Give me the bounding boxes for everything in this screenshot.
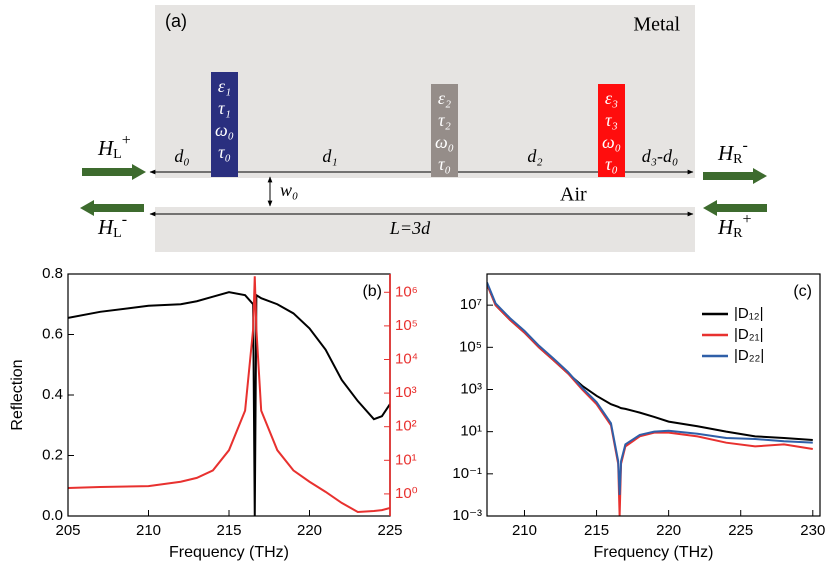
y-tick-label: 0.2 <box>42 446 63 463</box>
series-line <box>68 291 390 516</box>
arrow <box>80 200 144 216</box>
port-sub: R <box>733 152 743 167</box>
chart: 210 215 220 225 230 10⁻³ 10⁻¹ 10¹ 10³ 10⁵ 10⁷ (c) Fr… <box>452 273 825 561</box>
port-label: HL- <box>97 211 127 242</box>
resonator <box>211 72 238 177</box>
chart: 205 210 215 220 225 0.0 0.2 0.4 0.6 0.8 10⁰ 10¹ 10² 1… <box>9 265 418 561</box>
resonator-label: ε₃ <box>605 88 618 108</box>
y-tick-label: 0.4 <box>42 386 63 403</box>
series-line <box>487 282 813 495</box>
resonator <box>598 84 625 177</box>
x-tick-label: 220 <box>656 522 681 539</box>
port-sup: + <box>743 211 752 228</box>
resonator-label: τ₂ <box>438 110 451 130</box>
y-tick-label: 10³ <box>460 380 482 397</box>
distance-label: d₀ <box>174 146 189 166</box>
y-tick-label: 10⁻³ <box>452 507 482 524</box>
port-sup: + <box>122 132 131 149</box>
port-base: H <box>717 215 735 239</box>
y2-tick-label: 10⁴ <box>395 350 418 367</box>
y2-tick-label: 10⁵ <box>395 317 418 334</box>
y2-tick-label: 10⁰ <box>395 485 418 502</box>
x-tick-label: 205 <box>55 522 80 539</box>
air-label: Air <box>560 184 587 206</box>
arrow <box>703 200 767 216</box>
resonator-label: τ₁ <box>218 98 231 118</box>
resonator-label: τ₃ <box>605 110 618 130</box>
port-label: HR- <box>717 137 748 168</box>
panel-label: (b) <box>362 283 382 300</box>
x-tick-label: 210 <box>136 522 161 539</box>
x-axis-label: Frequency (THz) <box>169 544 289 561</box>
x-axis-label: Frequency (THz) <box>593 544 713 561</box>
port-sub: L <box>113 226 122 241</box>
port-base: H <box>97 215 115 239</box>
y-tick-label: 10¹ <box>460 423 482 440</box>
y2-tick-label: 10² <box>395 418 417 435</box>
resonator-label: ε₂ <box>438 88 451 108</box>
distance-label: d₃-d₀ <box>642 146 679 166</box>
x-tick-label: 230 <box>800 522 825 539</box>
air-channel <box>155 178 695 207</box>
resonator-label: ω₀ <box>215 120 234 140</box>
x-tick-label: 225 <box>377 522 402 539</box>
metal-label: Metal <box>633 14 680 36</box>
width-label: w₀ <box>280 180 298 200</box>
length-label: L=3d <box>389 218 431 238</box>
x-tick-label: 225 <box>728 522 753 539</box>
port-sup: - <box>122 211 127 228</box>
plot-frame <box>486 273 821 517</box>
resonator-label: τ₀ <box>218 142 231 162</box>
y-tick-label: 0.6 <box>42 325 63 342</box>
resonator-label: ε₁ <box>218 76 231 96</box>
y2-tick-label: 10⁶ <box>395 283 418 300</box>
port-label: HR+ <box>717 211 752 242</box>
resonator-label: ω₀ <box>602 132 621 152</box>
port-label: HL+ <box>97 132 131 163</box>
series-line <box>487 283 813 516</box>
legend-label: |D₁₂| <box>734 305 764 322</box>
y2-tick-label: 10³ <box>395 384 417 401</box>
arrow <box>703 168 767 184</box>
series-line <box>68 276 390 513</box>
y2-tick-label: 10¹ <box>395 451 417 468</box>
port-base: H <box>97 136 115 160</box>
x-tick-label: 215 <box>216 522 241 539</box>
legend-label: |D₂₂| <box>734 347 764 364</box>
y-tick-label: 0.8 <box>42 265 63 282</box>
x-tick-label: 215 <box>584 522 609 539</box>
resonator-label: τ₀ <box>605 154 618 174</box>
x-tick-label: 210 <box>512 522 537 539</box>
distance-label: d₁ <box>322 146 337 166</box>
resonator <box>431 84 458 177</box>
distance-label: d₂ <box>527 146 542 166</box>
resonator-label: ω₀ <box>435 132 454 152</box>
port-base: H <box>717 141 735 165</box>
diagram: (a) Metal Air w₀ L=3d <box>80 5 767 252</box>
y-tick-label: 10⁵ <box>459 338 482 355</box>
y-tick-label: 10⁷ <box>460 296 482 313</box>
panel-label: (c) <box>793 283 812 300</box>
port-sub: R <box>733 226 743 241</box>
y-axis-label: Reflection <box>9 359 26 430</box>
y-tick-label: 10⁻¹ <box>452 465 482 482</box>
x-tick-label: 220 <box>297 522 322 539</box>
port-sub: L <box>113 147 122 162</box>
port-sup: - <box>743 137 748 154</box>
resonator-label: τ₀ <box>438 154 451 174</box>
y-tick-label: 0.0 <box>42 507 63 524</box>
port-arrows <box>80 164 767 216</box>
panel-label: (a) <box>165 11 187 31</box>
legend-label: |D₂₁| <box>734 326 764 343</box>
arrow <box>82 164 146 180</box>
